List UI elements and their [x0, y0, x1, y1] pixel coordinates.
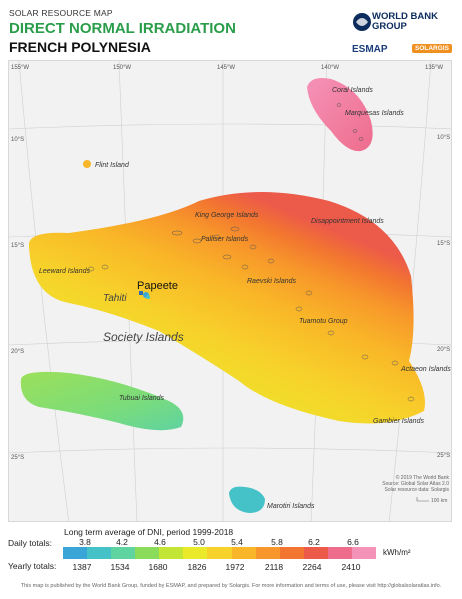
yearly-tick: 2264 — [302, 562, 322, 572]
lat-label-15s-left: 15°S — [11, 243, 24, 249]
label-tuamotu-group: Tuamotu Group — [299, 318, 348, 325]
legend-swatch — [255, 547, 280, 559]
yearly-tick: 1826 — [187, 562, 207, 572]
label-papeete: Papeete — [137, 280, 178, 292]
daily-totals-label: Daily totals: — [8, 538, 52, 548]
legend-swatch — [279, 547, 304, 559]
yearly-tick: 2118 — [264, 562, 284, 572]
lat-label-20s-right: 20°S — [437, 347, 450, 353]
legend-swatch — [327, 547, 352, 559]
daily-tick: 4.2 — [116, 537, 128, 547]
map-title: DIRECT NORMAL IRRADIATION — [9, 20, 236, 37]
legend-swatch — [159, 547, 184, 559]
label-actaeon-islands: Actaeon Islands — [400, 366, 451, 373]
lon-label-135w: 135°W — [425, 65, 443, 71]
credit-line-2: Source: Global Solar Atlas 2.0 — [382, 481, 449, 487]
label-flint-island: Flint Island — [95, 162, 130, 169]
lat-label-10s-right: 10°S — [437, 135, 450, 141]
map-kicker: SOLAR RESOURCE MAP — [9, 8, 113, 18]
lon-label-145w: 145°W — [217, 65, 235, 71]
legend-swatch — [183, 547, 208, 559]
papeete-marker — [139, 291, 150, 299]
label-tahiti: Tahiti — [103, 293, 127, 304]
yearly-tick: 2410 — [341, 562, 361, 572]
label-leeward-islands: Leeward Islands — [39, 268, 90, 275]
lon-label-140w: 140°W — [321, 65, 339, 71]
label-king-george-islands: King George Islands — [195, 212, 259, 219]
legend-swatch — [231, 547, 256, 559]
daily-tick: 5.4 — [231, 537, 243, 547]
lat-label-15s-right: 15°S — [437, 241, 450, 247]
daily-tick: 6.2 — [308, 537, 320, 547]
credit-line-3: Solar resource data: Solargis — [385, 487, 450, 493]
world-bank-wordmark: WORLD BANK GROUP — [372, 11, 438, 32]
label-coral-islands: Coral Islands — [332, 87, 373, 94]
lon-label-150w: 150°W — [113, 65, 131, 71]
scale-label: 100 km — [431, 498, 447, 504]
label-tubuai-islands: Tubuai Islands — [119, 395, 165, 402]
label-marotiri-islands: Marotiri Islands — [267, 503, 315, 510]
legend-unit: kWh/m² — [383, 548, 411, 557]
lon-label-155w: 155°W — [11, 65, 29, 71]
yearly-tick: 1972 — [225, 562, 245, 572]
label-disappointment-islands: Disappointment Islands — [311, 218, 384, 225]
flint-island-marker — [83, 160, 91, 168]
daily-tick: 4.6 — [154, 537, 166, 547]
scale-bar: 100 km — [416, 497, 447, 504]
daily-tick: 5.8 — [271, 537, 283, 547]
map-region: FRENCH POLYNESIA — [9, 39, 151, 55]
lat-label-10s-left: 10°S — [11, 137, 24, 143]
label-society-islands: Society Islands — [103, 330, 184, 344]
esmap-logo: ESMAP — [352, 44, 388, 55]
label-marquesas-islands: Marquesas Islands — [345, 110, 404, 117]
credit-line-1: © 2019 The World Bank — [396, 474, 450, 481]
legend-swatch — [111, 547, 136, 559]
daily-tick: 6.6 — [347, 537, 359, 547]
footer-note: This map is published by the World Bank … — [20, 583, 442, 589]
legend-title: Long term average of DNI, period 1999-20… — [64, 527, 234, 537]
yearly-tick: 1387 — [72, 562, 92, 572]
legend-swatch — [87, 547, 112, 559]
dni-region-marotiri — [229, 486, 265, 513]
legend-swatch — [351, 547, 377, 559]
solargis-logo: SOLARGIS — [412, 44, 452, 53]
world-bank-logo-icon — [353, 13, 371, 31]
atolls — [87, 103, 415, 402]
label-palliser-islands: Palliser Islands — [201, 236, 249, 243]
legend-color-scale — [63, 547, 377, 559]
dni-region-tubuai — [20, 371, 184, 431]
legend-swatch — [135, 547, 160, 559]
lat-label-20s-left: 20°S — [11, 349, 24, 355]
daily-tick: 3.8 — [79, 537, 91, 547]
daily-tick: 5.0 — [193, 537, 205, 547]
yearly-tick: 1534 — [110, 562, 130, 572]
dni-region-tuamotu — [28, 192, 426, 424]
lat-label-25s-right: 25°S — [437, 453, 450, 459]
yearly-tick: 1680 — [148, 562, 168, 572]
map-canvas: Coral Islands Marquesas Islands Flint Is… — [9, 61, 451, 521]
yearly-totals-label: Yearly totals: — [8, 561, 57, 571]
dni-map[interactable]: Coral Islands Marquesas Islands Flint Is… — [8, 60, 452, 522]
label-raevski-islands: Raevski Islands — [247, 278, 297, 285]
legend-swatch — [303, 547, 328, 559]
legend-swatch — [207, 547, 232, 559]
dni-region-marquesas — [307, 78, 373, 152]
lat-label-25s-left: 25°S — [11, 455, 24, 461]
legend-swatch — [63, 547, 88, 559]
label-gambier-islands: Gambier Islands — [373, 418, 424, 425]
